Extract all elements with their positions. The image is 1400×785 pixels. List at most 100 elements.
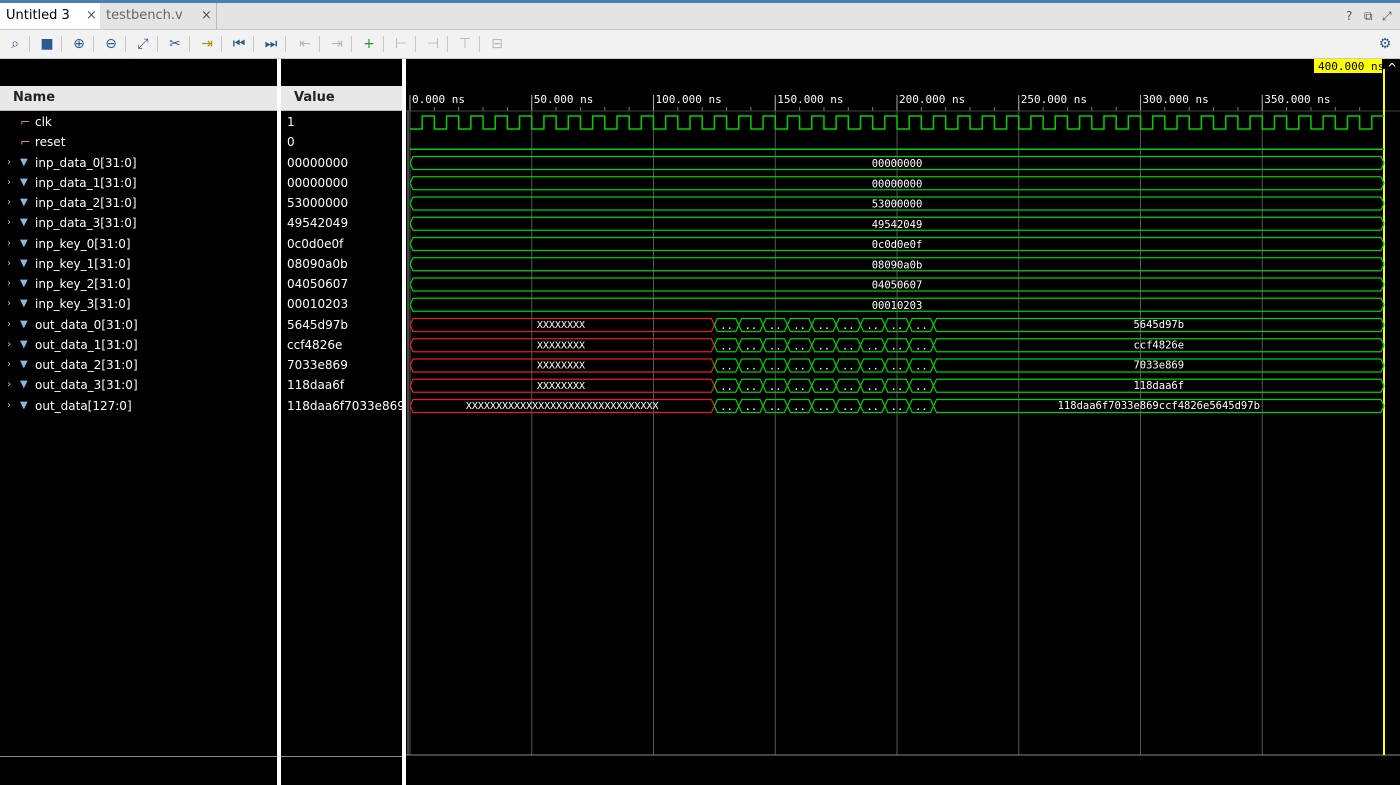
expand-chevron-icon[interactable]: › <box>7 257 11 269</box>
name-column-header[interactable]: Name <box>0 86 277 111</box>
prev-transition-icon[interactable]: ⇤ <box>299 36 311 52</box>
next-transition-icon[interactable]: ⇥ <box>331 36 343 52</box>
column-splitter[interactable] <box>277 59 281 785</box>
expand-chevron-icon[interactable]: › <box>7 156 11 168</box>
signal-row[interactable]: ⌐ reset <box>0 132 277 152</box>
intermediate-segment-label: .. <box>866 401 879 413</box>
signal-value: 00000000 <box>287 155 349 170</box>
final-segment <box>932 378 1385 393</box>
intermediate-segment-label: .. <box>842 340 855 352</box>
save-icon[interactable]: ■ <box>40 36 54 52</box>
signal-name: out_data_1[31:0] <box>35 337 138 352</box>
input-bus-waveform-label: 53000000 <box>872 199 923 211</box>
expand-chevron-icon[interactable]: › <box>7 399 11 411</box>
tab-close-icon[interactable]: × <box>86 8 97 23</box>
zoom-fit-icon[interactable]: ⤢ <box>137 36 149 52</box>
signal-value: 53000000 <box>287 196 349 210</box>
maximize-icon[interactable]: ⤢ <box>1382 9 1392 23</box>
bit-signal-icon: ⌐ <box>20 135 31 150</box>
intermediate-segment-label: .. <box>915 361 928 373</box>
tab-close-icon[interactable]: × <box>201 8 212 23</box>
signal-row[interactable]: › ▼ out_data_0[31:0] <box>0 315 277 335</box>
signal-row[interactable]: › ▼ inp_key_3[31:0] <box>0 294 277 314</box>
name-column: Name ⌐ clk ⌐ reset › ▼ inp_data_0[31:0] › ▼ inp_d… <box>0 59 277 785</box>
bus-signal-icon: ▼ <box>20 318 28 330</box>
tab-untitled-3[interactable]: Untitled 3 × <box>0 3 100 29</box>
bus-signal-icon: ▼ <box>20 379 28 391</box>
intermediate-segment-label: .. <box>818 320 831 332</box>
signal-value: 49542049 <box>287 216 349 231</box>
bus-signal-icon: ▼ <box>20 399 28 411</box>
expand-chevron-icon[interactable]: › <box>7 338 11 350</box>
expand-chevron-icon[interactable]: › <box>7 318 11 330</box>
expand-chevron-icon[interactable]: › <box>7 237 11 249</box>
prev-marker-icon[interactable]: ⊢ <box>394 36 408 52</box>
expand-chevron-icon[interactable]: › <box>7 379 11 391</box>
intermediate-segment-label: .. <box>793 320 806 332</box>
final-value-label: 118daa6f <box>1133 380 1184 392</box>
swap-cursors-icon[interactable]: ⊤ <box>458 36 472 52</box>
tab-testbench[interactable]: testbench.v × <box>100 3 217 29</box>
go-to-start-icon[interactable]: ⏮ <box>232 36 246 52</box>
help-icon[interactable]: ? <box>1346 9 1353 23</box>
final-segment <box>932 358 1385 373</box>
intermediate-segment-label: .. <box>891 361 904 373</box>
search-icon[interactable]: ⌕ <box>11 36 19 52</box>
intermediate-segment-label: .. <box>720 320 733 332</box>
tab-bar: Untitled 3 × testbench.v × ? ⧉ ⤢ <box>0 3 1400 30</box>
signal-value: 5645d97b <box>287 317 349 332</box>
signal-row[interactable]: › ▼ inp_key_0[31:0] <box>0 234 277 254</box>
intermediate-segment-label: .. <box>793 361 806 373</box>
signal-row[interactable]: › ▼ out_data_2[31:0] <box>0 355 277 375</box>
unknown-segment-label: XXXXXXXX <box>537 340 585 351</box>
expand-chevron-icon[interactable]: › <box>7 359 11 370</box>
input-bus-waveform-label: 00000000 <box>872 178 923 190</box>
restore-icon[interactable]: ⧉ <box>1364 9 1373 23</box>
add-marker-icon[interactable]: + <box>363 36 375 52</box>
go-to-end-icon[interactable]: ⏭ <box>264 36 278 52</box>
bus-signal-icon: ▼ <box>20 237 28 249</box>
signal-row[interactable]: › ▼ inp_key_2[31:0] <box>0 274 277 294</box>
intermediate-segment-label: .. <box>745 340 758 352</box>
signal-row[interactable]: › ▼ inp_data_0[31:0] <box>0 153 277 173</box>
signal-row[interactable]: › ▼ inp_key_1[31:0] <box>0 254 277 274</box>
expand-chevron-icon[interactable]: › <box>7 176 11 188</box>
intermediate-segment-label: .. <box>891 340 904 352</box>
signal-row[interactable]: ⌐ clk <box>0 112 277 132</box>
signal-value: ccf4826e <box>287 337 343 352</box>
expand-chevron-icon[interactable]: › <box>7 197 11 208</box>
intermediate-segment-label: .. <box>793 340 806 352</box>
final-segment <box>932 398 1385 414</box>
next-marker-icon[interactable]: ⊣ <box>426 36 440 52</box>
intermediate-segment-label: .. <box>720 340 733 352</box>
signal-row[interactable]: › ▼ inp_data_1[31:0] <box>0 173 277 193</box>
time-tick-label: 0.000 ns <box>412 93 465 106</box>
signal-name: out_data[127:0] <box>35 398 132 413</box>
signal-name: out_data_3[31:0] <box>35 378 138 393</box>
signal-row[interactable]: › ▼ inp_data_3[31:0] <box>0 213 277 233</box>
wave-splitter[interactable] <box>402 59 406 785</box>
signal-row[interactable]: › ▼ out_data[127:0] <box>0 396 277 416</box>
bus-signal-icon: ▼ <box>20 197 28 208</box>
intermediate-segment-label: .. <box>769 401 782 413</box>
snap-icon[interactable]: ⊟ <box>491 36 503 52</box>
time-tick-label: 150.000 ns <box>777 93 843 106</box>
waveform-panel[interactable]: 0.000 ns 50.000 ns 100.000 ns 150.000 ns 200… <box>406 59 1400 785</box>
signal-row[interactable]: › ▼ out_data_3[31:0] <box>0 375 277 395</box>
expand-chevron-icon[interactable]: › <box>7 278 11 289</box>
signal-row[interactable]: › ▼ out_data_1[31:0] <box>0 335 277 355</box>
signal-value: 0c0d0e0f <box>287 236 344 251</box>
expand-chevron-icon[interactable]: › <box>7 298 11 310</box>
zoom-out-icon[interactable]: ⊖ <box>105 36 117 52</box>
settings-icon[interactable]: ⚙ <box>1378 36 1392 52</box>
intermediate-segment-label: .. <box>793 381 806 393</box>
value-column-header[interactable]: Value <box>281 86 402 111</box>
expand-chevron-icon[interactable]: › <box>7 217 11 229</box>
tab-label: Untitled 3 <box>6 8 70 23</box>
time-tick-label: 250.000 ns <box>1021 93 1087 106</box>
cursor-icon[interactable]: ✂ <box>169 36 181 52</box>
signal-row[interactable]: › ▼ inp_data_2[31:0] <box>0 193 277 213</box>
zoom-in-icon[interactable]: ⊕ <box>73 36 85 52</box>
go-to-cursor-icon[interactable]: ⇥ <box>201 36 213 52</box>
time-tick-label: 350.000 ns <box>1264 93 1330 106</box>
